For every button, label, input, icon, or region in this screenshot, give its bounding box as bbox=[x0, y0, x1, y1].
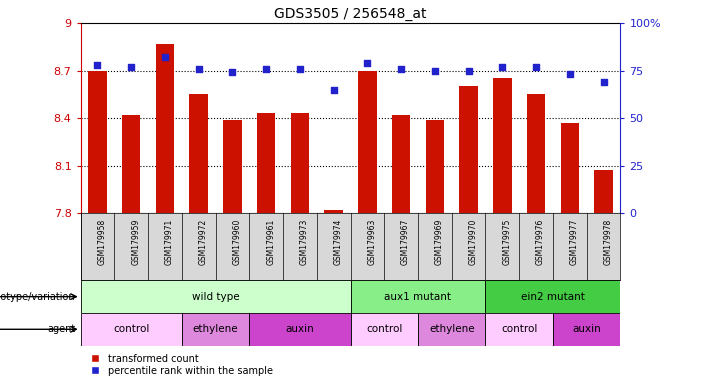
Text: wild type: wild type bbox=[192, 291, 239, 302]
Legend: transformed count, percentile rank within the sample: transformed count, percentile rank withi… bbox=[86, 354, 273, 376]
Text: GSM179972: GSM179972 bbox=[198, 218, 207, 265]
Point bbox=[193, 66, 204, 72]
Text: GSM179959: GSM179959 bbox=[131, 218, 140, 265]
Text: ethylene: ethylene bbox=[429, 324, 475, 334]
Text: aux1 mutant: aux1 mutant bbox=[384, 291, 451, 302]
Bar bbox=[350, 313, 418, 346]
Bar bbox=[561, 123, 579, 213]
Point bbox=[463, 68, 474, 74]
Bar bbox=[459, 86, 478, 213]
Bar bbox=[156, 44, 175, 213]
Point bbox=[429, 68, 440, 74]
Bar bbox=[392, 115, 410, 213]
Bar bbox=[553, 313, 620, 346]
Text: ein2 mutant: ein2 mutant bbox=[521, 291, 585, 302]
Point bbox=[159, 54, 170, 60]
Bar bbox=[350, 280, 485, 313]
Text: control: control bbox=[366, 324, 402, 334]
Bar bbox=[81, 280, 350, 313]
Point bbox=[294, 66, 306, 72]
Bar bbox=[493, 78, 512, 213]
Text: GSM179961: GSM179961 bbox=[266, 218, 275, 265]
Bar bbox=[223, 120, 242, 213]
Text: agent: agent bbox=[47, 324, 75, 334]
Text: GSM179978: GSM179978 bbox=[604, 218, 613, 265]
Text: auxin: auxin bbox=[285, 324, 314, 334]
Text: GSM179958: GSM179958 bbox=[97, 218, 107, 265]
Bar bbox=[81, 313, 182, 346]
Text: genotype/variation: genotype/variation bbox=[0, 291, 75, 302]
Bar bbox=[122, 115, 140, 213]
Point bbox=[92, 62, 103, 68]
Text: GSM179970: GSM179970 bbox=[468, 218, 477, 265]
Text: GSM179975: GSM179975 bbox=[503, 218, 511, 265]
Bar bbox=[426, 120, 444, 213]
Point bbox=[227, 70, 238, 76]
Text: GSM179973: GSM179973 bbox=[300, 218, 309, 265]
Bar bbox=[257, 113, 275, 213]
Title: GDS3505 / 256548_at: GDS3505 / 256548_at bbox=[274, 7, 427, 21]
Text: GSM179976: GSM179976 bbox=[536, 218, 545, 265]
Text: control: control bbox=[113, 324, 149, 334]
Point bbox=[395, 66, 407, 72]
Bar bbox=[189, 94, 208, 213]
Bar bbox=[325, 210, 343, 213]
Bar bbox=[526, 94, 545, 213]
Point bbox=[362, 60, 373, 66]
Bar bbox=[418, 313, 485, 346]
Bar bbox=[291, 113, 309, 213]
Bar bbox=[485, 313, 553, 346]
Text: GSM179977: GSM179977 bbox=[570, 218, 579, 265]
Text: auxin: auxin bbox=[572, 324, 601, 334]
Bar bbox=[182, 313, 250, 346]
Text: GSM179969: GSM179969 bbox=[435, 218, 444, 265]
Point bbox=[497, 64, 508, 70]
Text: control: control bbox=[501, 324, 538, 334]
Point bbox=[261, 66, 272, 72]
Text: GSM179974: GSM179974 bbox=[334, 218, 343, 265]
Bar bbox=[250, 313, 350, 346]
Point bbox=[598, 79, 609, 85]
Point bbox=[328, 86, 339, 93]
Point bbox=[564, 71, 576, 78]
Text: GSM179960: GSM179960 bbox=[233, 218, 241, 265]
Bar bbox=[485, 280, 620, 313]
Text: ethylene: ethylene bbox=[193, 324, 238, 334]
Bar bbox=[358, 71, 376, 213]
Point bbox=[531, 64, 542, 70]
Text: GSM179967: GSM179967 bbox=[401, 218, 410, 265]
Point bbox=[125, 64, 137, 70]
Bar bbox=[594, 170, 613, 213]
Bar bbox=[88, 71, 107, 213]
Text: GSM179963: GSM179963 bbox=[367, 218, 376, 265]
Text: GSM179971: GSM179971 bbox=[165, 218, 174, 265]
